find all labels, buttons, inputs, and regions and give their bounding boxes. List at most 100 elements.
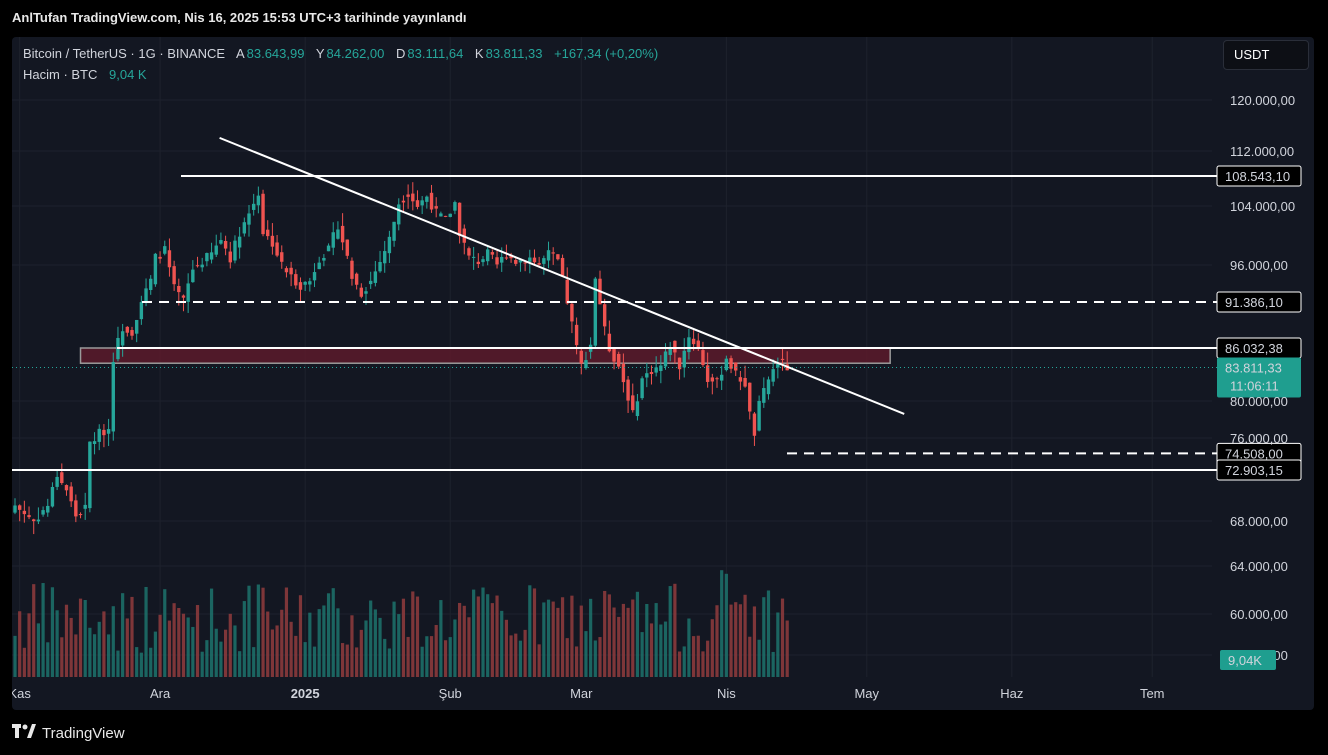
candle-body [289,267,293,275]
volume-bar [102,611,106,677]
footer-brand-text: TradingView [42,724,125,742]
volume-bar [350,615,354,677]
candle-body [546,250,551,261]
volume-bar [289,621,293,677]
volume-bar [387,648,391,677]
candle-body [102,429,106,436]
candle-body [158,256,162,259]
volume-bar [252,647,256,677]
candle-body [209,252,214,260]
volume-bar [378,617,382,677]
volume-bar [780,598,785,677]
volume-bar [111,606,115,677]
candle-body [214,245,218,255]
candle-body [322,257,326,261]
candle-body [125,326,130,333]
volume-bar [139,652,143,677]
volume-bar [191,626,195,677]
volume-bar [163,589,167,677]
volume-bar [46,642,50,677]
candle-body [621,363,626,383]
candle-body [532,257,537,263]
volume-bar [687,618,691,677]
candle-body [392,221,396,241]
volume-bar [50,587,55,677]
x-tick-label: Kas [12,686,31,701]
candle-body [542,258,546,264]
volume-bar [411,591,415,677]
candle-body [504,257,509,259]
time-axis[interactable]: Kas Ara 2025 Şub Mar Nis May Haz Tem [12,686,1165,701]
tradingview-logo-icon [12,724,36,742]
candle-body [780,358,785,360]
volume-bar [649,623,654,677]
currency-button[interactable]: USDT [1223,40,1309,70]
volume-bar [195,605,200,677]
candle-body [284,268,289,273]
volume-bar [224,629,228,677]
candle-body [298,282,303,290]
candle-body [724,358,729,371]
volume-bar [518,640,523,677]
volume-bar [242,601,246,677]
volume-bar [584,631,588,677]
volume-bar [448,637,452,677]
volume-bar [36,623,40,677]
candle-body [308,281,312,285]
volume-bar [621,603,625,677]
volume-bar [336,608,340,677]
volume-label[interactable]: Hacim · BTC [23,67,98,82]
candle-body [701,350,705,365]
volume-bar [97,621,101,677]
volume-bar [167,620,172,677]
volume-bar [415,596,420,677]
y-tick-label: 112.000,00 [1230,144,1294,159]
volume-bar [724,573,728,677]
volume-bar [364,620,368,677]
volume-bar [92,634,97,677]
y-tick-label: 64.000,00 [1230,559,1288,574]
candle-body [50,486,55,507]
candle-body [69,486,73,502]
volume-bar [261,587,265,677]
volume-bar [125,618,129,677]
candle-body [383,251,387,264]
candle-body [645,373,649,378]
candle-body [762,388,766,403]
volume-bar [645,603,649,677]
candle-body [340,225,345,243]
level-label-box [1216,459,1302,481]
volume-bar [341,643,345,677]
price-chart[interactable]: 108.543,10 91.386,10 86.032,38 74.508,00 72.… [12,37,1314,710]
volume-bar [715,605,719,677]
candle-body [649,372,654,375]
candle-body [74,500,78,517]
symbol-name[interactable]: Bitcoin / TetherUS · 1G · BINANCE [23,46,226,61]
chart-panel[interactable]: 108.543,10 91.386,10 86.032,38 74.508,00 72.… [12,37,1314,710]
volume-bar [280,609,284,677]
candle-body [106,429,111,434]
level-label-box [1216,291,1302,313]
volume-bar [481,587,485,677]
candle-body [266,229,270,237]
candle-body [574,324,579,346]
last-price-badge [1217,357,1301,398]
candle-body [326,245,331,252]
volume-bar [462,605,466,677]
candle-body [345,239,349,256]
volume-bar [589,598,593,677]
y-tick-label: 120.000,00 [1230,93,1295,108]
candle-body [153,253,158,285]
volume-bar [326,593,331,677]
low-value: 83.111,64 [407,46,464,61]
candle-body [476,261,481,265]
level-label: 86.032,38 [1225,341,1283,356]
candle-body [144,288,148,302]
volume-bar [266,611,270,677]
volume-bar [32,584,36,677]
volume-bar [635,591,640,677]
volume-bar [542,602,546,677]
price-axis[interactable]: 56.000,0060.000,0064.000,0068.000,0076.0… [1220,93,1295,670]
candle-body [705,365,710,382]
candle-body [200,264,204,268]
